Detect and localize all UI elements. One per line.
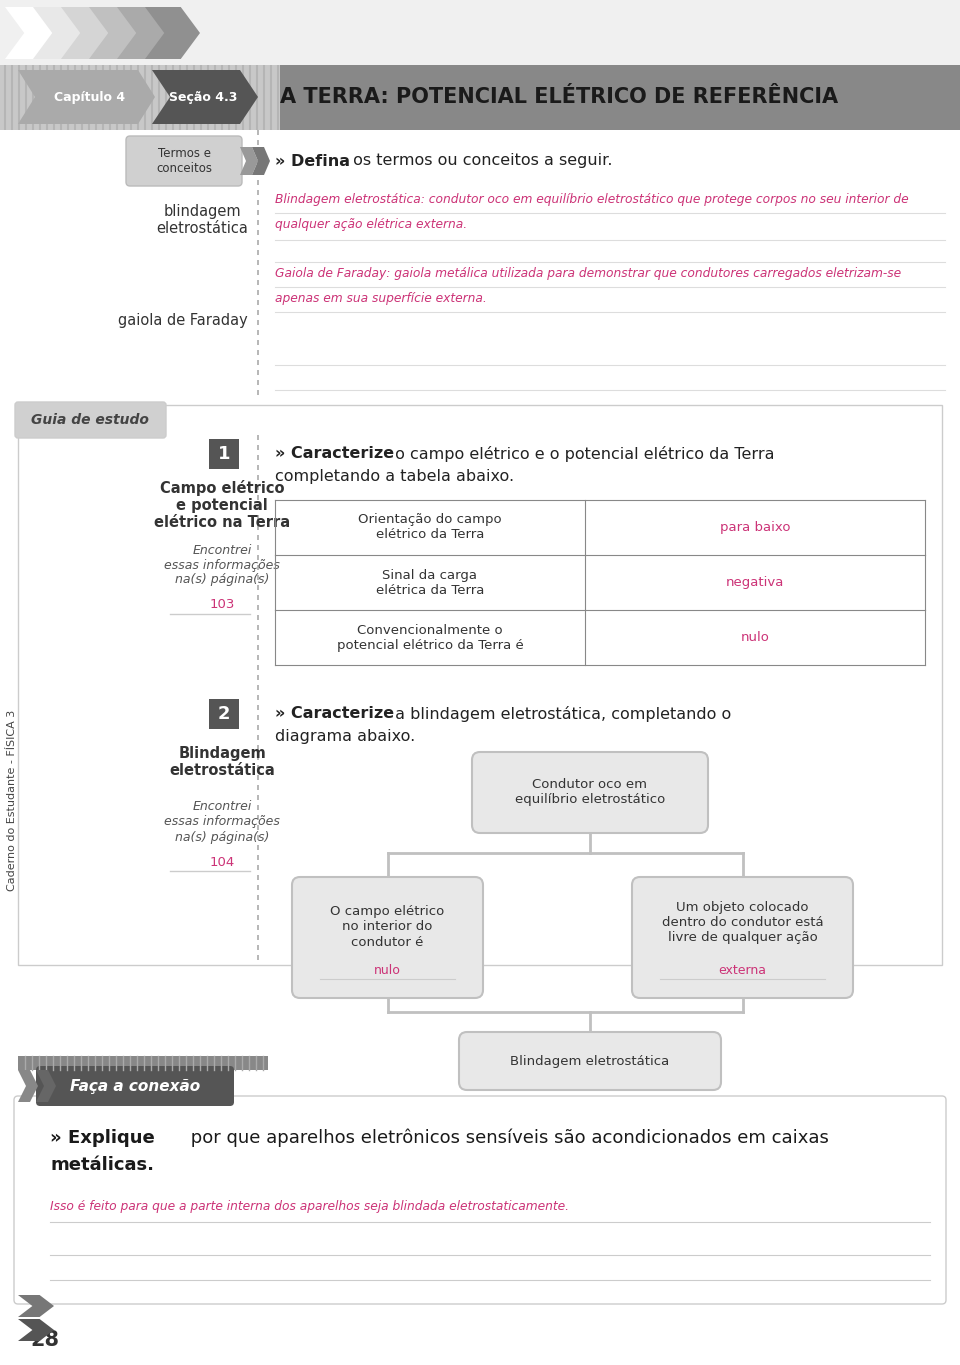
Text: Guia de estudo: Guia de estudo — [31, 414, 149, 427]
Polygon shape — [117, 7, 172, 59]
Text: qualquer ação elétrica externa.: qualquer ação elétrica externa. — [275, 218, 468, 231]
FancyBboxPatch shape — [632, 876, 853, 998]
Text: metálicas.: metálicas. — [50, 1156, 154, 1174]
Text: Sinal da carga
elétrica da Terra: Sinal da carga elétrica da Terra — [375, 568, 484, 597]
Polygon shape — [252, 147, 270, 175]
Text: A TERRA: POTENCIAL ELÉTRICO DE REFERÊNCIA: A TERRA: POTENCIAL ELÉTRICO DE REFERÊNCI… — [280, 87, 838, 106]
Polygon shape — [18, 1319, 54, 1340]
FancyBboxPatch shape — [209, 699, 239, 729]
Text: Blindagem
eletrostática: Blindagem eletrostática — [169, 745, 275, 778]
Text: O campo elétrico
no interior do
condutor é: O campo elétrico no interior do condutor… — [330, 905, 444, 949]
Polygon shape — [585, 1032, 595, 1040]
Text: negativa: negativa — [726, 576, 784, 590]
Text: » Caracterize: » Caracterize — [275, 446, 395, 461]
Text: Blindagem eletrostática: condutor oco em equilíbrio eletrostático que protege co: Blindagem eletrostática: condutor oco em… — [275, 192, 908, 206]
Polygon shape — [61, 7, 116, 59]
Polygon shape — [152, 70, 258, 124]
Polygon shape — [737, 876, 748, 885]
Text: os termos ou conceitos a seguir.: os termos ou conceitos a seguir. — [348, 153, 612, 168]
Text: por que aparelhos eletrônicos sensíveis são acondicionados em caixas: por que aparelhos eletrônicos sensíveis … — [185, 1129, 828, 1147]
Text: nulo: nulo — [374, 964, 401, 976]
Bar — [0, 0, 960, 66]
Polygon shape — [145, 7, 200, 59]
Polygon shape — [33, 7, 88, 59]
Text: externa: externa — [718, 964, 766, 976]
Text: Isso é feito para que a parte interna dos aparelhos seja blindada eletrostaticam: Isso é feito para que a parte interna do… — [50, 1200, 569, 1213]
Text: Caderno do Estudante - FÍSICA 3: Caderno do Estudante - FÍSICA 3 — [7, 710, 17, 890]
Text: Faça a conexão: Faça a conexão — [70, 1078, 200, 1093]
Polygon shape — [240, 147, 258, 175]
Text: » Explique: » Explique — [50, 1129, 155, 1147]
Text: Convencionalmente o
potencial elétrico da Terra é: Convencionalmente o potencial elétrico d… — [337, 624, 523, 651]
Text: Blindagem eletrostática: Blindagem eletrostática — [511, 1055, 670, 1067]
Text: Encontrei
essas informações
na(s) página(s): Encontrei essas informações na(s) página… — [164, 543, 280, 587]
Polygon shape — [36, 1070, 56, 1102]
Polygon shape — [18, 1295, 54, 1317]
Text: 2: 2 — [218, 704, 230, 723]
Polygon shape — [89, 7, 144, 59]
FancyBboxPatch shape — [472, 752, 708, 833]
Text: 28: 28 — [31, 1330, 60, 1350]
Polygon shape — [18, 1070, 38, 1102]
Text: Termos e
conceitos: Termos e conceitos — [156, 147, 212, 175]
Polygon shape — [400, 66, 960, 130]
Text: 103: 103 — [209, 598, 234, 612]
Text: gaiola de Faraday: gaiola de Faraday — [118, 313, 248, 328]
Bar — [0, 66, 960, 130]
Text: » Defina: » Defina — [275, 153, 350, 168]
FancyBboxPatch shape — [15, 403, 166, 438]
Text: diagrama abaixo.: diagrama abaixo. — [275, 729, 416, 744]
FancyBboxPatch shape — [209, 440, 239, 470]
Polygon shape — [18, 70, 155, 124]
Polygon shape — [5, 7, 60, 59]
Text: Capítulo 4: Capítulo 4 — [55, 90, 126, 104]
Text: Gaiola de Faraday: gaiola metálica utilizada para demonstrar que condutores carr: Gaiola de Faraday: gaiola metálica utili… — [275, 268, 901, 280]
Bar — [18, 1057, 268, 1070]
Polygon shape — [280, 66, 960, 130]
Text: completando a tabela abaixo.: completando a tabela abaixo. — [275, 468, 515, 483]
Text: 1: 1 — [218, 445, 230, 463]
Text: nulo: nulo — [740, 631, 769, 644]
Text: blindagem
eletrostática: blindagem eletrostática — [156, 203, 248, 236]
FancyBboxPatch shape — [36, 1066, 234, 1106]
Polygon shape — [382, 876, 393, 885]
Text: » Caracterize: » Caracterize — [275, 707, 395, 722]
Text: Encontrei
essas informações
na(s) página(s): Encontrei essas informações na(s) página… — [164, 800, 280, 844]
Text: apenas em sua superfície externa.: apenas em sua superfície externa. — [275, 292, 487, 304]
Text: 104: 104 — [209, 856, 234, 868]
Text: Seção 4.3: Seção 4.3 — [169, 90, 237, 104]
FancyBboxPatch shape — [459, 1032, 721, 1091]
Text: Um objeto colocado
dentro do condutor está
livre de qualquer ação: Um objeto colocado dentro do condutor es… — [661, 901, 824, 945]
Text: para baixo: para baixo — [720, 521, 790, 534]
Text: a blindagem eletrostática, completando o: a blindagem eletrostática, completando o — [390, 706, 732, 722]
Text: Campo elétrico
e potencial
elétrico na Terra: Campo elétrico e potencial elétrico na T… — [154, 479, 290, 531]
FancyBboxPatch shape — [126, 136, 242, 186]
Text: o campo elétrico e o potencial elétrico da Terra: o campo elétrico e o potencial elétrico … — [390, 446, 775, 461]
Text: Condutor oco em
equilíbrio eletrostático: Condutor oco em equilíbrio eletrostático — [515, 778, 665, 807]
Text: Orientação do campo
elétrico da Terra: Orientação do campo elétrico da Terra — [358, 513, 502, 542]
FancyBboxPatch shape — [292, 876, 483, 998]
